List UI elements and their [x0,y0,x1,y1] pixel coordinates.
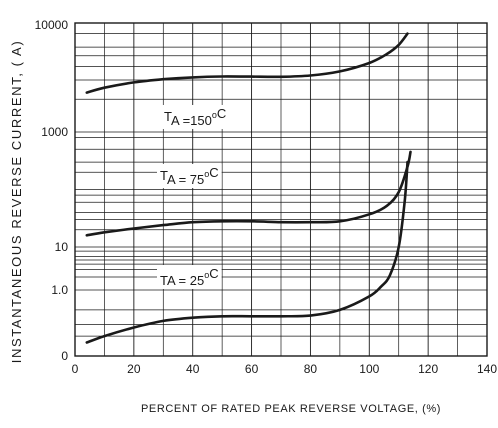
curve-150c [85,32,409,94]
grid [74,22,488,356]
curve-label-part: o [204,270,209,280]
x-tick-label: 0 [72,362,79,376]
curve-label-text: TA = 75oC [160,165,219,187]
label-25c: TA = 25oC [157,265,222,289]
y-tick-label: 0 [61,349,68,363]
y-tick-label: 10 [55,240,69,254]
x-tick-label: 60 [245,362,259,376]
curve-label-text: TA = 25oC [160,266,219,288]
curve-label-background [157,265,222,289]
curve-label-part: A [167,172,176,187]
tick-labels: 0 20 40 60 80 100 120 140 0 1.0 10 1000 10000 [35,18,498,376]
curve-label-part: =150 [179,113,212,128]
y-tick-label: 1.0 [51,283,68,297]
curve-label-part: o [204,169,209,179]
curve-label-part: C [217,106,226,121]
plot-frame [74,22,488,357]
axes [74,22,488,357]
curve-label-part: TA = 25 [160,273,204,288]
curve-label-part: o [212,110,217,120]
curve-label-part: A [171,113,180,128]
curve-75c [85,150,412,237]
curves [85,32,412,344]
label-150c: TA =150oC [161,105,230,129]
curve-label-part: C [209,266,218,281]
x-tick-label: 80 [304,362,318,376]
curve-label-background [161,105,230,129]
curve-label-part: = 75 [175,172,204,187]
x-axis-title: PERCENT OF RATED PEAK REVERSE VOLTAGE, (… [141,403,441,415]
curve-25c [85,160,409,344]
curve-label-text: TA =150oC [164,106,226,128]
curve-label-part: C [209,165,218,180]
x-tick-label: 20 [127,362,141,376]
x-tick-label: 40 [186,362,200,376]
curve-label-part: T [160,168,168,183]
x-tick-label: 120 [418,362,438,376]
y-tick-label: 1000 [41,125,68,139]
y-tick-label: 10000 [35,18,69,32]
curve-label-part: T [164,109,172,124]
label-75c: TA = 75oC [157,164,222,188]
y-axis-title: INSTANTANEOUS REVERSE CURRENT, ( A) [9,40,24,364]
curve-label-background [157,164,222,188]
x-tick-label: 140 [477,362,497,376]
x-tick-label: 100 [359,362,379,376]
